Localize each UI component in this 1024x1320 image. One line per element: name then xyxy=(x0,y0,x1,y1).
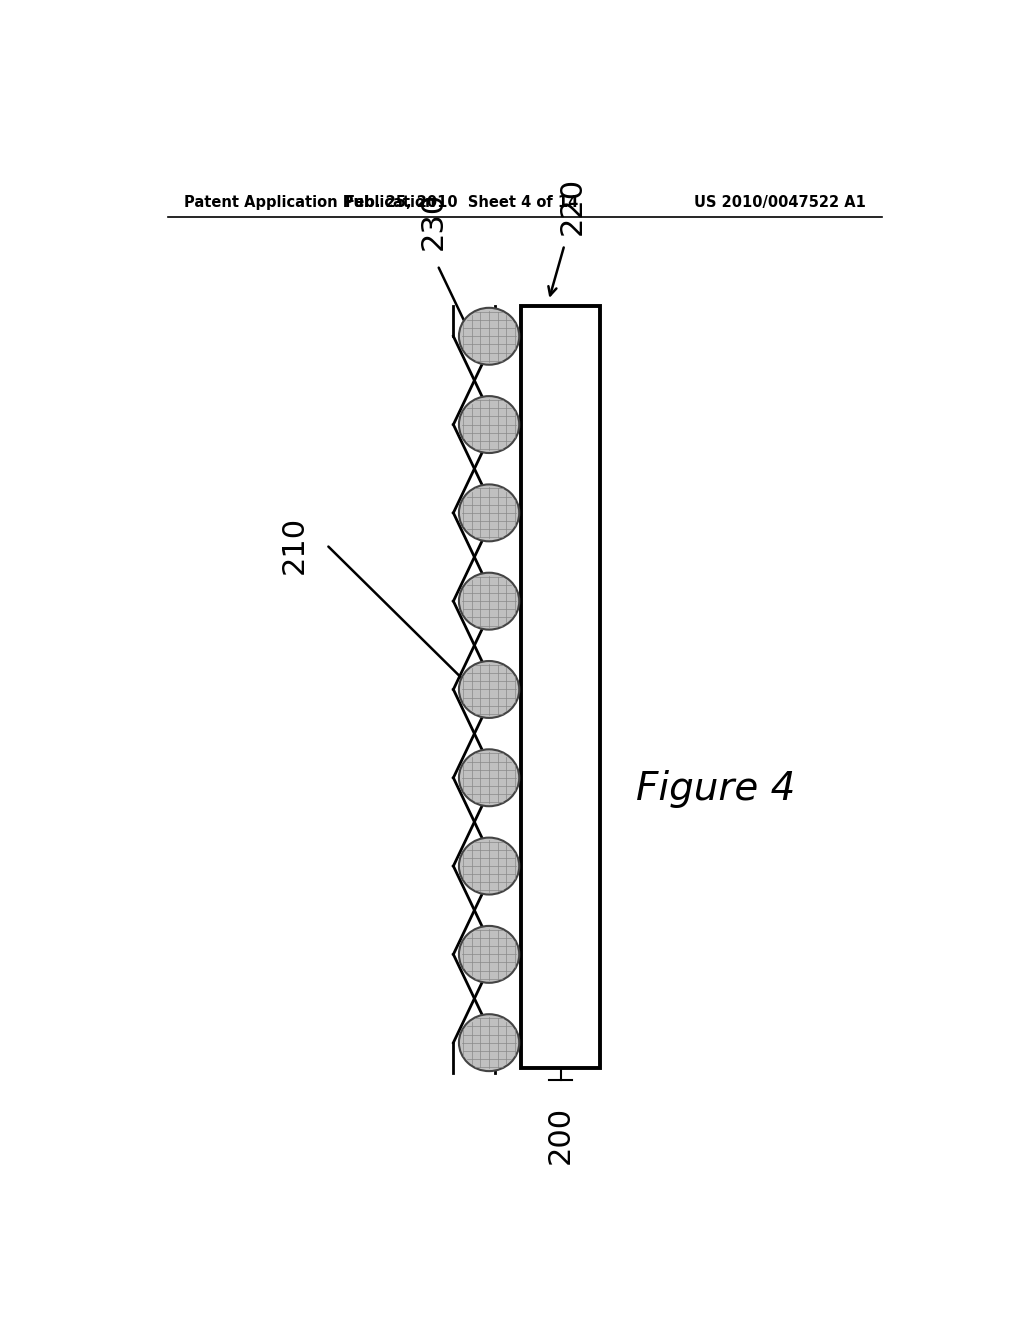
Text: Feb. 25, 2010  Sheet 4 of 14: Feb. 25, 2010 Sheet 4 of 14 xyxy=(345,194,578,210)
Ellipse shape xyxy=(459,661,519,718)
Text: Patent Application Publication: Patent Application Publication xyxy=(183,194,435,210)
Text: 220: 220 xyxy=(558,177,587,235)
Text: 200: 200 xyxy=(546,1106,575,1164)
Text: US 2010/0047522 A1: US 2010/0047522 A1 xyxy=(694,194,866,210)
Ellipse shape xyxy=(459,396,519,453)
Ellipse shape xyxy=(459,573,519,630)
Ellipse shape xyxy=(459,308,519,364)
Text: Figure 4: Figure 4 xyxy=(636,770,795,808)
Ellipse shape xyxy=(459,750,519,807)
Ellipse shape xyxy=(459,1014,519,1071)
Ellipse shape xyxy=(459,838,519,895)
Text: 230: 230 xyxy=(419,191,449,249)
Text: 210: 210 xyxy=(281,516,309,574)
Ellipse shape xyxy=(459,484,519,541)
Bar xyxy=(521,306,600,1068)
Ellipse shape xyxy=(459,925,519,983)
